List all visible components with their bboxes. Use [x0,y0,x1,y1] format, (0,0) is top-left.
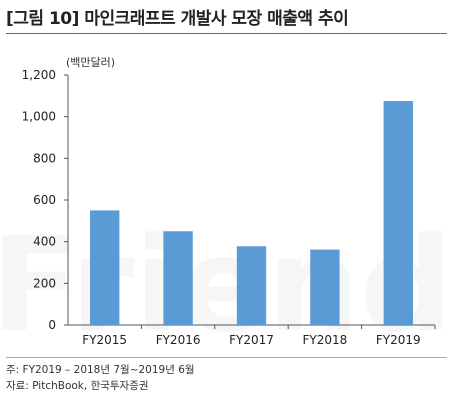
x-tick-label: FY2019 [376,333,421,347]
y-tick-label: 1,200 [22,68,56,82]
x-tick-label: FY2017 [229,333,274,347]
bar-fy2015 [90,210,120,325]
y-tick-label: 800 [33,151,56,165]
title-divider [6,33,447,34]
y-tick-label: 400 [33,235,56,249]
y-tick-label: 600 [33,193,56,207]
y-unit-label: (백만달러) [66,56,115,69]
watermark-text: Friend [0,209,453,361]
x-tick-label: FY2015 [82,333,127,347]
source-note: 자료: PitchBook, 한국투자증권 [6,380,149,392]
x-tick-label: FY2018 [303,333,348,347]
footer-divider [6,357,447,358]
footnote: 주: FY2019 – 2018년 7월~2019년 6월 [6,364,195,376]
bar-fy2016 [163,231,193,325]
x-tick-label: FY2016 [156,333,201,347]
bar-fy2018 [310,249,340,325]
chart-title: [그림 10] 마인크래프트 개발사 모장 매출액 추이 [6,9,349,29]
bar-fy2019 [383,101,413,326]
y-tick-label: 0 [48,318,56,332]
y-tick-label: 200 [33,276,56,290]
y-tick-label: 1,000 [22,110,56,124]
bar-fy2017 [236,246,267,325]
